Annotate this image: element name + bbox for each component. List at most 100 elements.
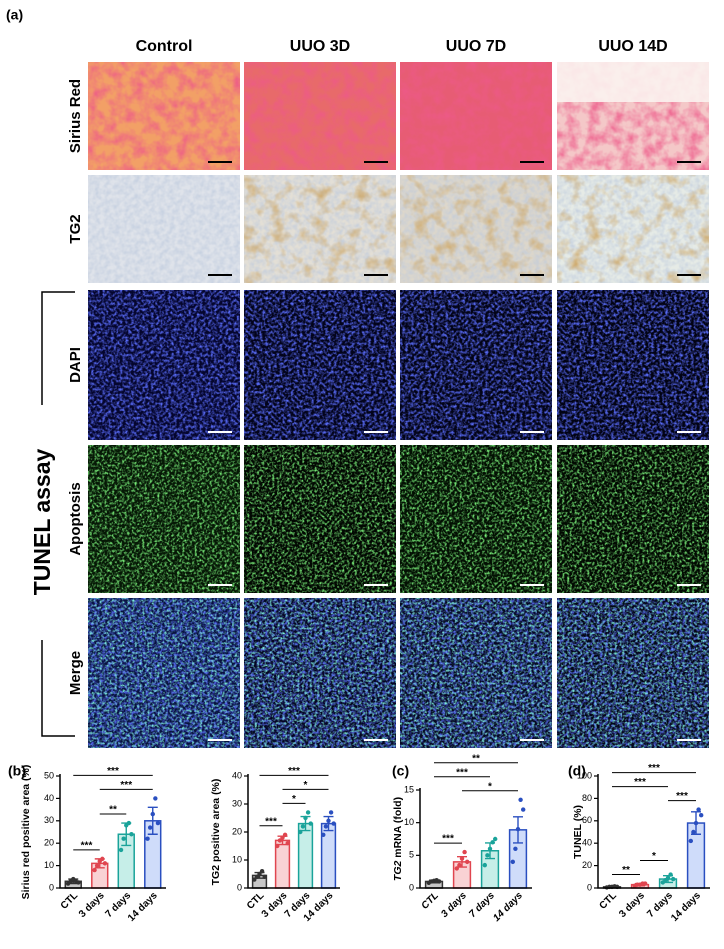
micrograph-texture [88,290,240,440]
data-point [298,829,303,835]
data-point [518,797,523,802]
data-point [457,862,462,868]
error-bar [147,806,158,835]
data-point [668,872,673,877]
y-tick-label: 20 [582,860,592,870]
data-point [691,829,696,835]
data-point [277,838,283,843]
data-point [513,846,518,851]
y-tick-label: 100 [577,770,592,780]
y-tick-label: 60 [582,815,592,825]
y-axis-label: TG2 positive area (%) [210,779,222,886]
significance-label: *** [634,777,646,788]
y-tick-label: 50 [44,770,54,780]
micrograph-texture [400,175,552,283]
micrograph-texture [88,62,240,170]
y-tick-label: 40 [232,770,242,780]
panel-label: (c) [392,763,409,779]
significance-label: *** [648,763,660,774]
data-point [121,836,126,841]
data-point [300,824,306,829]
x-tick-label: CTL [419,890,441,912]
data-point [643,881,648,886]
data-point [493,836,498,842]
data-point [100,856,105,862]
data-point [696,807,701,812]
y-tick-label: 0 [49,882,54,892]
significance-label: *** [107,766,119,777]
significance-label: *** [442,834,454,845]
y-tick-label: 20 [232,826,242,836]
data-point [482,862,487,868]
micrograph-texture [244,290,396,440]
data-point [153,796,158,801]
data-point [462,849,467,855]
axes [247,774,340,889]
y-tick-label: 0 [409,882,414,892]
y-tick-label: 0 [587,882,592,892]
y-tick-label: 15 [404,784,414,794]
data-point [252,877,257,882]
data-point [145,836,150,841]
data-point [118,847,124,853]
significance-label: * [488,781,492,792]
micrograph-texture [557,445,709,593]
micrograph-texture [557,175,709,283]
data-point [693,820,699,826]
micrograph-texture [400,62,552,170]
axes [419,788,532,889]
data-point [515,827,521,832]
y-axis-label-text: TUNEL (%) [572,805,584,859]
data-point [485,853,490,858]
significance-label: *** [456,767,468,778]
row-label: Apoptosis [67,482,84,555]
data-point [303,815,308,821]
micrograph-texture [244,445,396,593]
data-point [129,832,134,837]
data-point [331,821,336,826]
data-point [150,811,155,817]
micrograph-texture [557,290,709,440]
data-point [437,879,442,884]
significance-label: *** [81,841,93,852]
significance-label: *** [288,766,300,777]
micrograph-texture [557,598,709,748]
row-label: TG2 [67,214,84,243]
data-point [76,880,81,885]
significance-label: * [652,851,656,862]
data-point [326,818,331,823]
data-point [665,875,671,881]
charts: (b)Sirius red positive area (%) 0 10 20 30 40… [8,753,710,924]
y-tick-label: 10 [44,860,54,870]
y-axis-label: TG2 mRNA (fold) [392,797,404,881]
y-tick-label: 30 [44,815,54,825]
data-point [155,820,161,826]
column-header: Control [136,38,193,55]
group-bracket [41,291,75,737]
x-tick-label: 14 days [669,890,703,924]
significance-label: *** [676,791,688,802]
x-tick-label: CTL [597,890,619,912]
data-point [490,840,495,845]
y-axis-label-italic: TG2 [392,861,404,882]
column-header: UUO 7D [446,38,506,55]
data-point [688,838,693,844]
significance-label: ** [622,865,630,876]
significance-label: *** [120,780,132,791]
panel-label: (b) [8,763,26,779]
data-point [94,863,100,868]
data-point [285,841,290,846]
data-point [510,859,515,865]
x-tick-label: 14 days [126,890,160,924]
tissue-gap [557,62,709,102]
y-tick-label: 10 [404,817,414,827]
data-point [282,832,288,837]
axes [597,774,710,889]
micrograph-texture [400,290,552,440]
row-label: DAPI [67,347,84,383]
data-point [308,821,313,826]
row-label: Merge [67,651,84,695]
data-point [328,810,334,815]
data-point [454,866,459,871]
